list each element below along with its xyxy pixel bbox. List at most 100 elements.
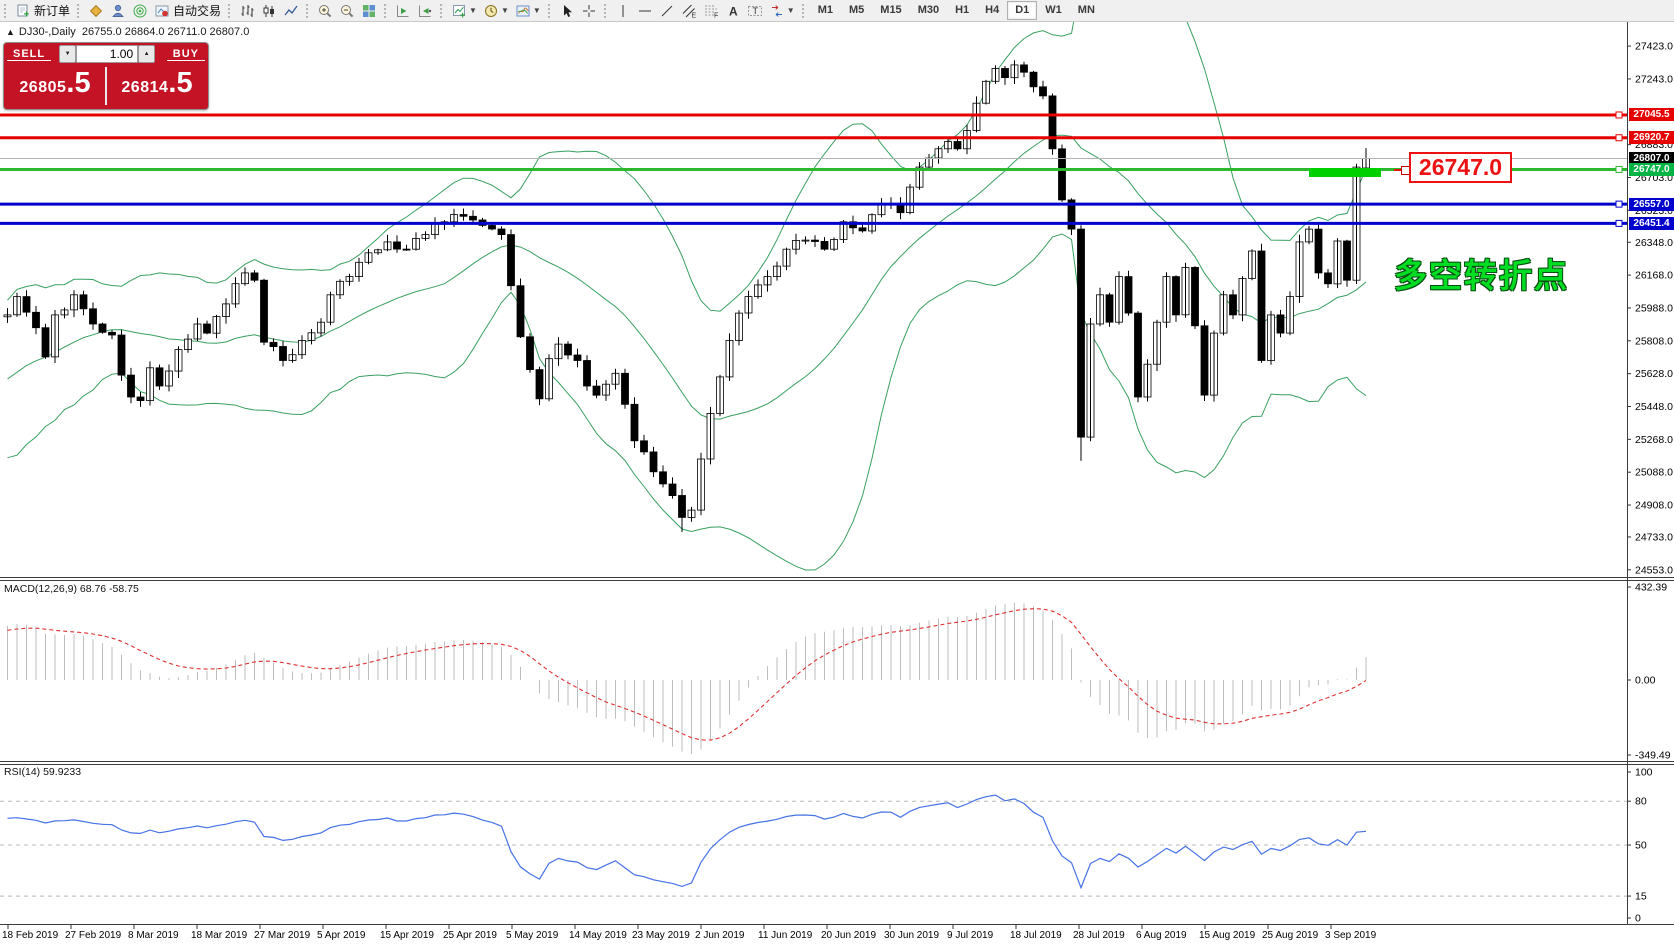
periods-button[interactable]: ▼: [480, 1, 512, 20]
horizontal-line-button[interactable]: [634, 1, 656, 20]
price-label-support-26451[interactable]: 26451.4: [1629, 216, 1674, 230]
market-watch-icon[interactable]: [85, 1, 107, 20]
volume-increase-button[interactable]: ▲: [138, 45, 156, 63]
panel-divider-2[interactable]: [0, 762, 1674, 765]
toolbar-grip: [440, 3, 445, 18]
hline-support-26451-handle[interactable]: [1615, 219, 1623, 227]
chart-collapse-icon[interactable]: ▲: [6, 27, 15, 37]
chart-title: ▲ DJ30-,Daily 26755.0 26864.0 26711.0 268…: [6, 26, 249, 38]
linechart-icon: [284, 5, 298, 15]
person-icon: [112, 4, 124, 17]
zoom-out-button[interactable]: [336, 1, 358, 20]
sell-button[interactable]: SELL: [7, 47, 52, 61]
buy-price-button[interactable]: 26814.5: [108, 65, 206, 107]
rsi-panel[interactable]: [0, 794, 1627, 897]
strategy-tester-icon[interactable]: [129, 1, 151, 20]
hline-resistance-27045-handle[interactable]: [1615, 111, 1623, 119]
buy-price-fraction: .5: [168, 67, 193, 99]
volume-input[interactable]: 1.00: [76, 45, 139, 63]
diamond-icon: [89, 4, 103, 17]
price-label-resistance-26920[interactable]: 26920.7: [1629, 131, 1674, 145]
line-chart-button[interactable]: [280, 1, 302, 20]
chart-shift-button[interactable]: [414, 1, 436, 20]
tile-windows-button[interactable]: [358, 1, 380, 20]
cursor-button[interactable]: [556, 1, 578, 20]
timeframe-button-m30[interactable]: M30: [917, 4, 940, 16]
vertical-line-button[interactable]: [612, 1, 634, 20]
chart-ohlc-values: 26755.0 26864.0 26711.0 26807.0: [81, 26, 250, 38]
equidistant-channel-button[interactable]: E: [678, 1, 700, 20]
date-axis[interactable]: 18 Feb 2019 27 Feb 2019 8 Mar 2019 18 Mar 2…: [2, 925, 1377, 941]
dropdown-caret-icon[interactable]: ▼: [500, 6, 509, 15]
vline-icon: [622, 4, 624, 17]
timeframe-button-m5[interactable]: M5: [849, 4, 865, 16]
bollinger-middle-band[interactable]: [7, 134, 1367, 420]
svg-text:80: 80: [1635, 796, 1647, 808]
toolbar-grip: [306, 3, 311, 18]
bull-bear-pivot-annotation[interactable]: 多空转折点: [1394, 257, 1569, 294]
macd-panel[interactable]: [7, 602, 1367, 754]
svg-text:E: E: [691, 12, 696, 19]
candlestick-chart-button[interactable]: [258, 1, 280, 20]
new-order-button[interactable]: + 新订单: [12, 1, 73, 20]
timeframe-button-m1[interactable]: M1: [817, 4, 833, 16]
panel-divider-1[interactable]: [0, 578, 1674, 581]
timeframe-button-h1[interactable]: H1: [955, 4, 970, 16]
svg-text:27 Mar 2019: 27 Mar 2019: [254, 930, 311, 941]
buy-button[interactable]: BUY: [166, 47, 205, 61]
navigator-icon[interactable]: [107, 1, 129, 20]
hline-resistance-26920-handle[interactable]: [1615, 134, 1623, 142]
svg-text:28 Jul 2019: 28 Jul 2019: [1073, 930, 1125, 941]
svg-text:18 Jul 2019: 18 Jul 2019: [1010, 930, 1062, 941]
price-label-pivot-26747[interactable]: 26747.0: [1629, 162, 1674, 176]
dropdown-caret-icon[interactable]: ▼: [786, 6, 795, 15]
svg-text:25988.0: 25988.0: [1635, 302, 1673, 314]
green-highlight-rectangle[interactable]: [1309, 168, 1381, 177]
text-label-button[interactable]: T: [744, 1, 766, 20]
bollinger-upper-band[interactable]: [7, 0, 1367, 312]
volume-decrease-button[interactable]: ▼: [59, 45, 77, 63]
timeframe-button-m15[interactable]: M15: [880, 4, 902, 16]
indicators-button[interactable]: + ▼: [448, 1, 480, 20]
clock-icon: [484, 4, 497, 17]
zoom-in-button[interactable]: [314, 1, 336, 20]
dropdown-caret-icon[interactable]: ▼: [532, 6, 541, 15]
svg-text:50: 50: [1635, 840, 1647, 852]
svg-text:14 May 2019: 14 May 2019: [569, 930, 627, 941]
svg-text:25448.0: 25448.0: [1635, 401, 1673, 413]
timeframe-button-h4[interactable]: H4: [985, 4, 1000, 16]
dropdown-caret-icon[interactable]: ▼: [469, 6, 477, 15]
hline-support-26557-handle[interactable]: [1615, 200, 1623, 208]
price-callout-26747[interactable]: 26747.0: [1409, 152, 1512, 183]
svg-text:0: 0: [1635, 913, 1641, 925]
template-icon: [516, 5, 530, 16]
arrows-button[interactable]: ▼: [766, 1, 798, 20]
timeframe-button-d1[interactable]: D1: [1007, 1, 1038, 20]
timeframe-button-mn[interactable]: MN: [1077, 4, 1095, 16]
rsi-line: [7, 794, 1367, 890]
crosshair-button[interactable]: [578, 1, 600, 20]
price-label-support-26557[interactable]: 26557.0: [1629, 197, 1674, 211]
sell-price-fraction: .5: [66, 67, 91, 99]
fibonacci-button[interactable]: F: [700, 1, 722, 20]
macd-signal-line: [7, 608, 1367, 741]
sell-price-main: 26805: [19, 79, 67, 96]
templates-button[interactable]: ▼: [512, 1, 544, 20]
bar-chart-button[interactable]: [236, 1, 258, 20]
auto-trading-button[interactable]: 自动交易: [151, 1, 224, 20]
timeframe-button-w1[interactable]: W1: [1045, 4, 1062, 16]
hline-pivot-26747-handle[interactable]: [1615, 165, 1623, 173]
sell-price-button[interactable]: 26805.5: [6, 65, 104, 107]
macd-histogram: [7, 602, 1367, 754]
auto-scroll-button[interactable]: [392, 1, 414, 20]
svg-text:27 Feb 2019: 27 Feb 2019: [65, 930, 122, 941]
hline-icon: [638, 10, 651, 11]
trendline-button[interactable]: [656, 1, 678, 20]
text-button[interactable]: A: [722, 1, 744, 20]
main-chart-area[interactable]: [3, 0, 1370, 571]
bollinger-lower-band[interactable]: [7, 233, 1367, 571]
price-label-resistance-27045[interactable]: 27045.5: [1629, 108, 1674, 122]
zoomout-icon: [341, 4, 354, 17]
candles: [3, 60, 1370, 532]
